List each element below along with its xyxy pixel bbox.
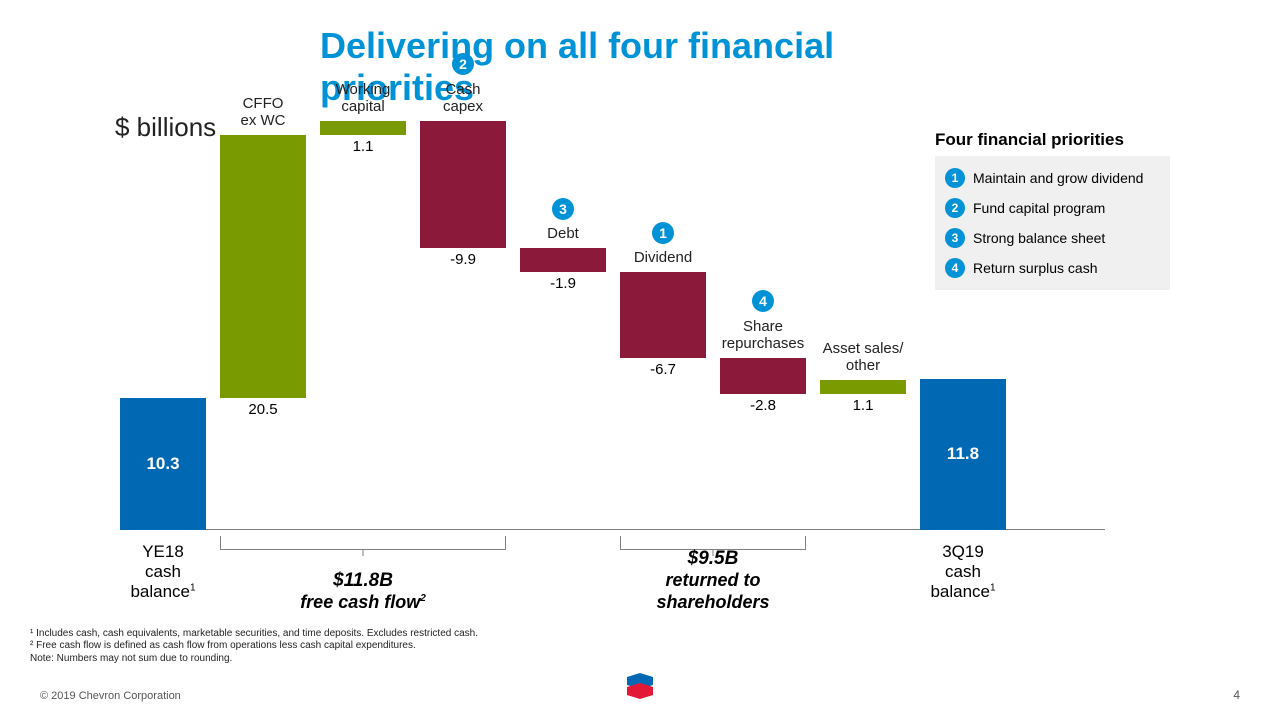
priority-text: Return surplus cash [973, 260, 1098, 276]
bar-value-label: 10.3 [146, 454, 179, 474]
priority-badge: 3 [945, 228, 965, 248]
footnote-line: Note: Numbers may not sum due to roundin… [30, 653, 478, 666]
bar-category-label: Debt [547, 225, 579, 242]
y-axis-label: $ billions [115, 112, 216, 143]
slide: Delivering on all four financial priorit… [0, 0, 1280, 720]
end-label: 3Q19cashbalance1 [908, 542, 1018, 602]
bar-value-label: 20.5 [248, 401, 277, 418]
bracket-label: $11.8Bfree cash flow2 [283, 570, 443, 614]
bar-value-label: -1.9 [550, 275, 576, 292]
footnotes: ¹ Includes cash, cash equivalents, marke… [30, 628, 478, 666]
priority-text: Fund capital program [973, 200, 1105, 216]
bar-value-label: -2.8 [750, 397, 776, 414]
bar-cffo [220, 135, 306, 398]
bar-capex [420, 121, 506, 248]
bar-category-label: Dividend [634, 249, 692, 266]
priorities-box: 1 Maintain and grow dividend 2 Fund capital… [935, 156, 1170, 290]
slide-title: Delivering on all four financial priorit… [320, 25, 960, 109]
bar-category-label: Sharerepurchases [722, 318, 805, 352]
priority-badge: 3 [552, 198, 574, 220]
bar-category-label: Asset sales/other [823, 340, 904, 374]
bar-asset [820, 380, 906, 394]
bar-ye18: 10.3 [120, 398, 206, 530]
bar-value-label: 1.1 [353, 138, 374, 155]
priority-item: 1 Maintain and grow dividend [945, 168, 1160, 188]
bar-repo [720, 358, 806, 394]
bar-category-label: CFFOex WC [241, 95, 286, 129]
priority-badge: 4 [752, 290, 774, 312]
bar-q3: 11.8 [920, 379, 1006, 530]
bar-div [620, 272, 706, 358]
bar-debt [520, 248, 606, 272]
chevron-logo [627, 673, 653, 706]
footnote-line: ² Free cash flow is defined as cash flow… [30, 640, 478, 653]
priority-text: Strong balance sheet [973, 230, 1105, 246]
priority-badge: 2 [452, 53, 474, 75]
bracket [220, 536, 506, 550]
priority-text: Maintain and grow dividend [973, 170, 1143, 186]
bar-value-label: 11.8 [947, 444, 979, 464]
bar-wc [320, 121, 406, 135]
priority-badge: 1 [945, 168, 965, 188]
priority-item: 2 Fund capital program [945, 198, 1160, 218]
priority-item: 3 Strong balance sheet [945, 228, 1160, 248]
footnote-line: ¹ Includes cash, cash equivalents, marke… [30, 628, 478, 641]
priority-badge: 1 [652, 222, 674, 244]
priorities-title: Four financial priorities [935, 130, 1170, 150]
priority-item: 4 Return surplus cash [945, 258, 1160, 278]
bracket-label: $9.5Breturned toshareholders [633, 548, 793, 614]
priority-badge: 2 [945, 198, 965, 218]
copyright: © 2019 Chevron Corporation [40, 690, 181, 702]
bar-value-label: 1.1 [853, 397, 874, 414]
bar-value-label: -9.9 [450, 251, 476, 268]
priority-badge: 4 [945, 258, 965, 278]
bar-category-label: Workingcapital [336, 81, 391, 115]
bar-category-label: Cashcapex [443, 81, 483, 115]
page-number: 4 [1233, 688, 1240, 702]
bar-value-label: -6.7 [650, 361, 676, 378]
priorities-panel: Four financial priorities 1 Maintain and … [935, 130, 1170, 290]
end-label: YE18cashbalance1 [108, 542, 218, 602]
